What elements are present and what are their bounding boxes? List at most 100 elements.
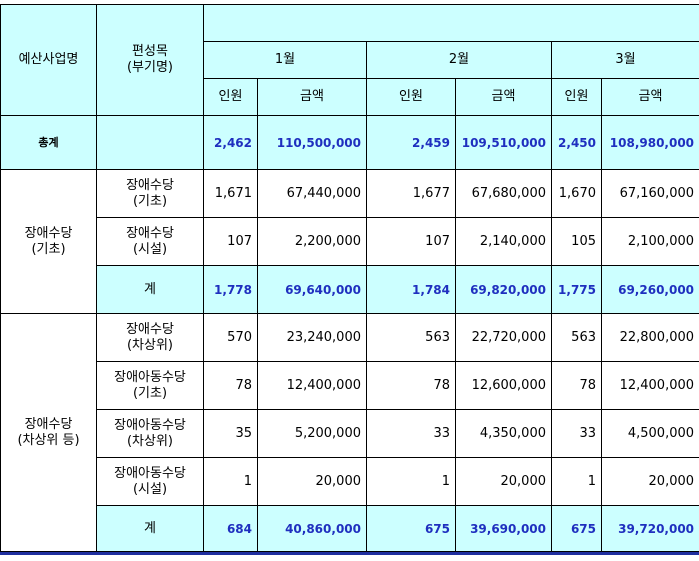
value-cell: 2,200,000 xyxy=(257,217,367,266)
cell-text: (차상위) xyxy=(126,337,174,353)
cell-text: 67,680,000 xyxy=(471,185,546,201)
item-name: 장애수당 (기초) xyxy=(96,169,204,218)
total-value: 109,510,000 xyxy=(455,115,552,170)
total-value: 108,980,000 xyxy=(600,115,699,170)
cell-text: 장애수당 xyxy=(126,177,174,193)
cell-text: 2,462 xyxy=(214,135,252,150)
item-name: 장애아동수당 (차상위) xyxy=(96,409,204,458)
cell-text: 684 xyxy=(226,521,252,536)
value-cell: 33 xyxy=(366,409,456,458)
subtotal-label: 계 xyxy=(96,505,204,552)
total-value: 2,462 xyxy=(203,115,258,170)
cell-text: 금액 xyxy=(491,89,516,104)
value-cell: 5,200,000 xyxy=(257,409,367,458)
cell-text: 장애수당 xyxy=(126,321,174,337)
item-name: 장애수당 (차상위) xyxy=(96,313,204,362)
cell-text: 2,459 xyxy=(412,135,450,150)
table-body: 예산사업명 편성목 (부기명) 1월 2월 3월 인원 금액 인원 금액 인원 금액 총계 2,462 11… xyxy=(0,4,699,552)
subtotal-value: 684 xyxy=(203,505,258,552)
value-cell: 78 xyxy=(551,361,602,410)
header-cell: 편성목 (부기명) xyxy=(96,4,204,116)
cell-text: (기초) xyxy=(132,385,168,401)
cell-text: 인원 xyxy=(218,89,243,104)
cell-text: 33 xyxy=(433,425,450,441)
cell-text: 20,000 xyxy=(500,473,547,489)
cell-text: 40,860,000 xyxy=(285,521,361,536)
table-row: 계 1,778 69,640,000 1,784 69,820,000 1,775 69,2… xyxy=(1,265,699,314)
table-row: 장애수당 (차상위 등) 장애수당 (차상위) 570 23,240,000 563 22,7… xyxy=(0,313,699,552)
cell-text: 675 xyxy=(570,521,596,536)
value-cell: 4,500,000 xyxy=(600,409,699,458)
value-cell: 35 xyxy=(203,409,258,458)
subtotal-value: 39,720,000 xyxy=(600,505,699,552)
cell-text: 105 xyxy=(571,233,596,249)
subtotal-value: 1,778 xyxy=(203,265,258,314)
cell-text: 12,400,000 xyxy=(619,377,695,393)
cell-text: 장애아동수당 xyxy=(114,465,186,481)
value-cell: 33 xyxy=(551,409,602,458)
budget-table: 예산사업명 편성목 (부기명) 1월 2월 3월 인원 금액 인원 금액 인원 금액 총계 2,462 11… xyxy=(0,4,699,552)
subtotal-value: 1,775 xyxy=(551,265,602,314)
sub-header: 금액 xyxy=(600,78,699,116)
item-name: 장애수당 (시설) xyxy=(96,217,204,266)
cell-text: 1월 xyxy=(274,52,296,67)
value-cell: 4,350,000 xyxy=(455,409,552,458)
table-row: 예산사업명 편성목 (부기명) xyxy=(0,4,699,116)
cell-text: (기초) xyxy=(31,241,66,257)
cell-text: 67,160,000 xyxy=(619,185,695,201)
month-header: 2월 xyxy=(366,41,552,79)
cell-text: 675 xyxy=(424,521,450,536)
cell-text: 1 xyxy=(587,473,596,489)
cell-text: 570 xyxy=(227,329,252,345)
cell-text: 금액 xyxy=(300,89,324,104)
value-cell: 12,400,000 xyxy=(257,361,367,410)
value-cell: 20,000 xyxy=(257,457,367,506)
subtotal-value: 675 xyxy=(366,505,456,552)
cell-text: 3월 xyxy=(615,52,636,67)
subtotal-value: 69,820,000 xyxy=(455,265,552,314)
cell-text: 109,510,000 xyxy=(461,135,546,150)
month-header: 3월 xyxy=(550,41,699,79)
value-cell: 1,671 xyxy=(203,169,258,218)
cell-text: 69,640,000 xyxy=(285,282,361,297)
subtotal-value: 675 xyxy=(551,505,602,552)
subtotal-value: 69,260,000 xyxy=(600,265,699,314)
cell-text: 1 xyxy=(243,473,252,489)
cell-text: 110,500,000 xyxy=(276,135,361,150)
cell-text: 39,690,000 xyxy=(470,521,546,536)
subtotal-value: 69,640,000 xyxy=(257,265,367,314)
cell-text: 69,820,000 xyxy=(470,282,546,297)
cell-text: 장애아동수당 xyxy=(114,369,186,385)
cell-text: 12,600,000 xyxy=(471,377,546,393)
sub-header: 인원 xyxy=(366,78,456,116)
sub-header: 인원 xyxy=(203,78,258,116)
cell-text: 1,677 xyxy=(412,185,450,201)
cell-text: 12,400,000 xyxy=(286,377,361,393)
cell-text: 78 xyxy=(235,377,252,393)
value-cell: 67,680,000 xyxy=(455,169,552,218)
cell-text: 1,778 xyxy=(214,282,252,297)
item-name: 장애아동수당 (시설) xyxy=(96,457,204,506)
value-cell: 20,000 xyxy=(455,457,552,506)
value-cell: 107 xyxy=(366,217,456,266)
cell-text: 20,000 xyxy=(315,473,362,489)
table-row: 장애아동수당 (차상위) 35 5,200,000 33 4,350,000 33 4,500… xyxy=(1,409,699,458)
subtotal-value: 39,690,000 xyxy=(455,505,552,552)
cell-text: 장애수당 xyxy=(24,416,73,432)
item-name: 장애아동수당 (기초) xyxy=(96,361,204,410)
cell-text: 1,670 xyxy=(558,185,596,201)
cell-text: 78 xyxy=(433,377,450,393)
total-value: 2,459 xyxy=(366,115,456,170)
cell-text: 2,200,000 xyxy=(294,233,361,249)
month-header: 1월 xyxy=(203,41,367,79)
value-cell: 105 xyxy=(551,217,602,266)
cell-text: 5,200,000 xyxy=(294,425,361,441)
table-row: 장애아동수당 (기초) 78 12,400,000 78 12,600,000 78 12,4… xyxy=(1,361,699,410)
cell-text: 2월 xyxy=(448,52,470,67)
cell-text: 108,980,000 xyxy=(609,135,695,150)
cell-text: 78 xyxy=(579,377,596,393)
value-cell: 78 xyxy=(366,361,456,410)
table-row: 계 684 40,860,000 675 39,690,000 675 39,720,000 xyxy=(1,505,699,552)
cell-text: 563 xyxy=(571,329,596,345)
table-row: 1월 2월 3월 xyxy=(1,41,699,79)
